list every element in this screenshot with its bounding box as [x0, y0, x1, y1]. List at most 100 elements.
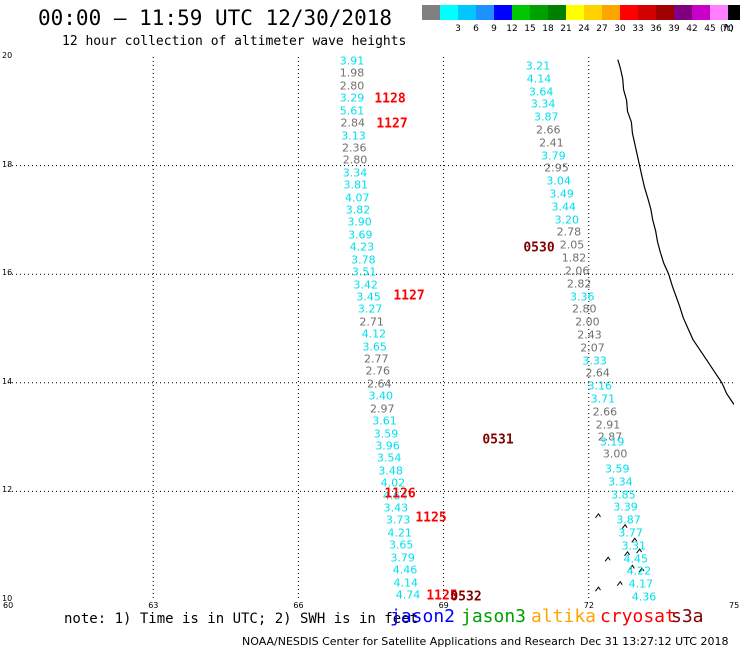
wave-height-value: 3.59 — [604, 462, 630, 476]
wave-height-value: 4.12 — [361, 327, 387, 341]
wave-height-value: 3.27 — [357, 302, 383, 316]
scale-label: 30 — [614, 24, 626, 34]
scale-swatch — [638, 5, 656, 20]
scale-label: 6 — [473, 24, 479, 34]
timestamp: Dec 31 13:27:12 UTC 2018 — [580, 635, 729, 648]
satellite-name: cryosat — [600, 606, 676, 627]
page-subtitle: 12 hour collection of altimeter wave hei… — [62, 34, 407, 49]
wave-height-value: 2.87 — [597, 430, 623, 444]
island-mark — [628, 564, 635, 570]
wave-height-value: 3.31 — [621, 539, 646, 553]
wave-height-value: 2.64 — [366, 377, 392, 391]
scale-swatch — [692, 5, 710, 20]
island-mark — [638, 567, 645, 573]
coastline — [617, 59, 734, 405]
wave-height-value: 4.21 — [387, 526, 412, 540]
wave-height-value: 4.07 — [345, 191, 370, 205]
wave-height-value: 5.61 — [339, 104, 365, 118]
wave-height-value: 3.29 — [339, 91, 365, 105]
wave-height-value: 2.84 — [340, 116, 366, 130]
wave-height-value: 3.65 — [362, 340, 387, 354]
scale-swatch — [458, 5, 476, 20]
wave-height-value: 3.33 — [582, 354, 607, 368]
scale-swatch — [620, 5, 638, 20]
scale-label: 9 — [491, 24, 497, 34]
wave-height-value: 2.71 — [359, 315, 384, 329]
footer-note: note: 1) Time is in UTC; 2) SWH is in fe… — [64, 611, 419, 627]
scale-unit: (ft) — [720, 24, 734, 34]
lat-tick-label: 12 — [2, 485, 13, 495]
wave-height-value: 3.49 — [549, 187, 574, 201]
wave-height-value: 3.73 — [385, 513, 411, 527]
scale-label: 45 — [704, 24, 716, 34]
wave-height-value: 2.06 — [564, 264, 590, 278]
wave-height-value: 4.17 — [628, 577, 654, 591]
scale-label: 15 — [524, 24, 536, 34]
wave-height-value: 3.59 — [373, 427, 399, 441]
wave-height-value: 3.85 — [611, 488, 636, 502]
wave-height-value: 2.78 — [556, 225, 582, 239]
wave-height-value: 3.39 — [613, 500, 638, 514]
credit-line: NOAA/NESDIS Center for Satellite Applica… — [242, 635, 576, 648]
scale-label: 24 — [578, 24, 590, 34]
map-graticule — [8, 57, 734, 600]
pass-time-label: 1126 — [384, 486, 416, 502]
wave-height-value: 3.90 — [347, 215, 372, 229]
lon-tick-label: 66 — [293, 601, 304, 610]
wave-height-value: 3.34 — [608, 475, 633, 489]
scale-swatch — [548, 5, 566, 20]
lon-tick-label: 75 — [729, 601, 740, 610]
scale-label: 70 — [722, 24, 734, 34]
lat-tick-label: 14 — [2, 376, 13, 386]
wave-height-value: 3.16 — [587, 379, 612, 393]
island-mark — [631, 537, 638, 543]
wave-height-value: 2.05 — [559, 238, 585, 252]
wave-height-value: 2.91 — [595, 418, 621, 432]
island-mark — [595, 586, 601, 592]
scale-label: 21 — [560, 24, 572, 34]
satellite-name: s3a — [671, 606, 704, 627]
wave-height-value: 4.02 — [380, 476, 406, 490]
scale-swatch — [602, 5, 620, 20]
satellite-name: jason3 — [461, 606, 527, 627]
wave-height-value: 2.80 — [572, 302, 597, 316]
wave-height-value: 2.80 — [342, 153, 368, 167]
wave-height-value: 3.81 — [343, 178, 369, 192]
wave-height-value: 4.14 — [393, 576, 418, 590]
scale-label: 39 — [668, 24, 680, 34]
island-mark — [624, 550, 630, 557]
wave-height-value: 3.21 — [525, 59, 551, 73]
wave-height-value: 3.13 — [341, 129, 366, 142]
wave-height-value: 3.91 — [339, 54, 365, 68]
wave-height-value: 2.66 — [536, 123, 561, 137]
lat-tick-label: 20 — [2, 51, 13, 60]
wave-height-value: 2.95 — [544, 161, 569, 175]
lon-tick-label: 60 — [3, 601, 14, 610]
wave-height-value: 2.97 — [370, 402, 395, 416]
scale-swatch — [530, 5, 548, 20]
pass-time-label: 0531 — [482, 432, 514, 448]
pass-time-label: 1127 — [393, 288, 425, 304]
scale-swatch — [710, 5, 728, 20]
scale-label: 3 — [455, 24, 461, 34]
wave-height-value: 3.87 — [533, 110, 559, 124]
lon-tick-label: 63 — [148, 601, 159, 610]
wave-height-value: 3.61 — [372, 414, 397, 428]
lat-tick-label: 16 — [2, 268, 13, 278]
wave-height-value: 3.48 — [378, 464, 403, 478]
wave-height-value: 3.34 — [342, 166, 368, 180]
wave-height-value: 4.45 — [623, 552, 649, 566]
scale-swatch — [728, 5, 740, 20]
wave-height-value: 3.79 — [390, 551, 415, 565]
wave-height-value: 2.36 — [342, 141, 367, 155]
wave-height-value: 3.69 — [348, 228, 373, 242]
wave-height-value: 3.78 — [351, 253, 376, 267]
wave-height-value: 3.82 — [345, 203, 371, 217]
island-mark — [604, 556, 611, 562]
wave-height-value: 3.04 — [546, 174, 571, 188]
pass-time-label: 1125 — [426, 588, 458, 604]
wave-height-value: 1.82 — [561, 251, 587, 265]
wave-height-value: 2.80 — [339, 79, 365, 93]
scale-label: 36 — [650, 24, 662, 34]
wave-height-value: 1.98 — [339, 66, 365, 80]
